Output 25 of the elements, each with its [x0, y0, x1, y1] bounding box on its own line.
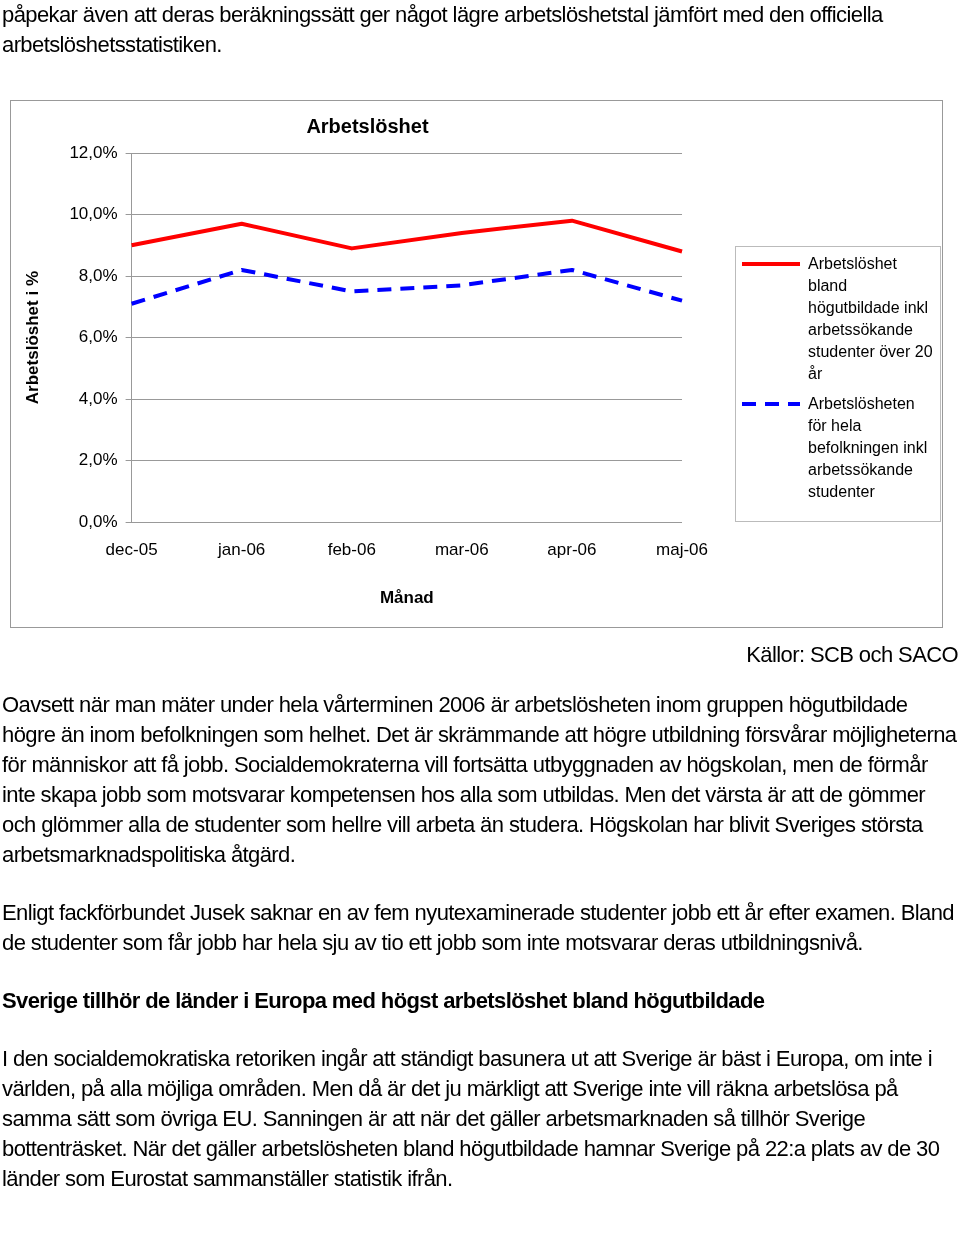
text: Källor: SCB och SACO	[745, 641, 958, 669]
y-tick-label: 4,0%	[78, 388, 118, 408]
y-tick-label: 6,0%	[78, 327, 118, 347]
x-tick-label: jan-06	[217, 540, 266, 560]
text: påpekar även att deras beräkningssätt ger något lägre arbetslöshetstal jämfört med den officiella arbetslöshetsstatistiken.	[2, 1, 885, 59]
legend-label: Arbetslöshet bland högutbildade inkl arbetssökande studenter över 20 år	[808, 254, 934, 384]
text: Oavsett när man mäter under hela vårterminen 2006 är arbetslösheten inom gruppen högutbildade högre än inom befolkningen som helhet. Det är skrämmande att högre utbildning försvårar möjligheterna för människor att få jobb. Socialdemokraterna vill fortsätta utbyggnaden av högskolan, men de förmår inte skapa jobb som motsvarar kompetensen hos alla som utbildas. Men det värsta är att de gömmer och glömmer alla de studenter som hellre vill arbeta än studera. Högskolan har blivit Sveriges största arbetsmarknadspolitiska åtgärd.	[2, 691, 958, 869]
x-tick-label: apr-06	[547, 540, 597, 560]
text: I den socialdemokratiska retoriken ingår att ständigt basunera ut att Sverige är bäst i Europa, om inte i världen, på alla möjliga områden. Men då är det ju märkligt att Sverige inte vill räkna arbetslösa på samma sätt som övriga EU. Sanningen är att när det gäller arbetsmarknaden så tillhör Sverige bottenträsket. När det gäller arbetslösheten bland högutbildade hamnar Sverige på 22:a plats av de 30 länder som Eurostat sammanställer statistik ifrån.	[2, 1045, 941, 1193]
y-tick-label: 12,0%	[69, 142, 118, 162]
chart-title: Arbetslöshet	[306, 114, 429, 137]
x-tick-label: dec-05	[105, 540, 158, 560]
y-tick-label: 2,0%	[78, 450, 118, 470]
x-tick-label: maj-06	[656, 540, 708, 560]
y-axis-title: Arbetslöshet i %	[22, 271, 42, 405]
y-tick-label: 0,0%	[78, 511, 118, 531]
x-tick-label: feb-06	[327, 540, 376, 560]
legend-label: Arbetslösheten för hela befolkningen inkl arbetssökande studenter	[808, 394, 929, 502]
y-tick-label: 10,0%	[69, 204, 118, 224]
x-axis-title: Månad	[379, 588, 434, 608]
x-tick-label: mar-06	[434, 540, 489, 560]
y-tick-label: 8,0%	[78, 265, 118, 285]
text: Enligt fackförbundet Jusek saknar en av fem nyutexaminerade studenter jobb ett år efter examen. Bland de studenter som får jobb har hela sju av tio ett jobb som inte motsvarar deras utbildningsnivå.	[2, 899, 955, 957]
text: Sverige tillhör de länder i Europa med högst arbetslöshet bland högutbildade	[2, 987, 766, 1015]
line-series	[129, 267, 685, 306]
